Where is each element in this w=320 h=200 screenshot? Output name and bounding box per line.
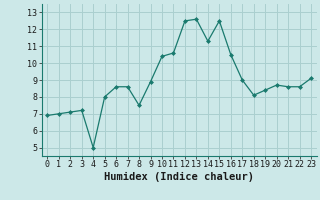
X-axis label: Humidex (Indice chaleur): Humidex (Indice chaleur) xyxy=(104,172,254,182)
